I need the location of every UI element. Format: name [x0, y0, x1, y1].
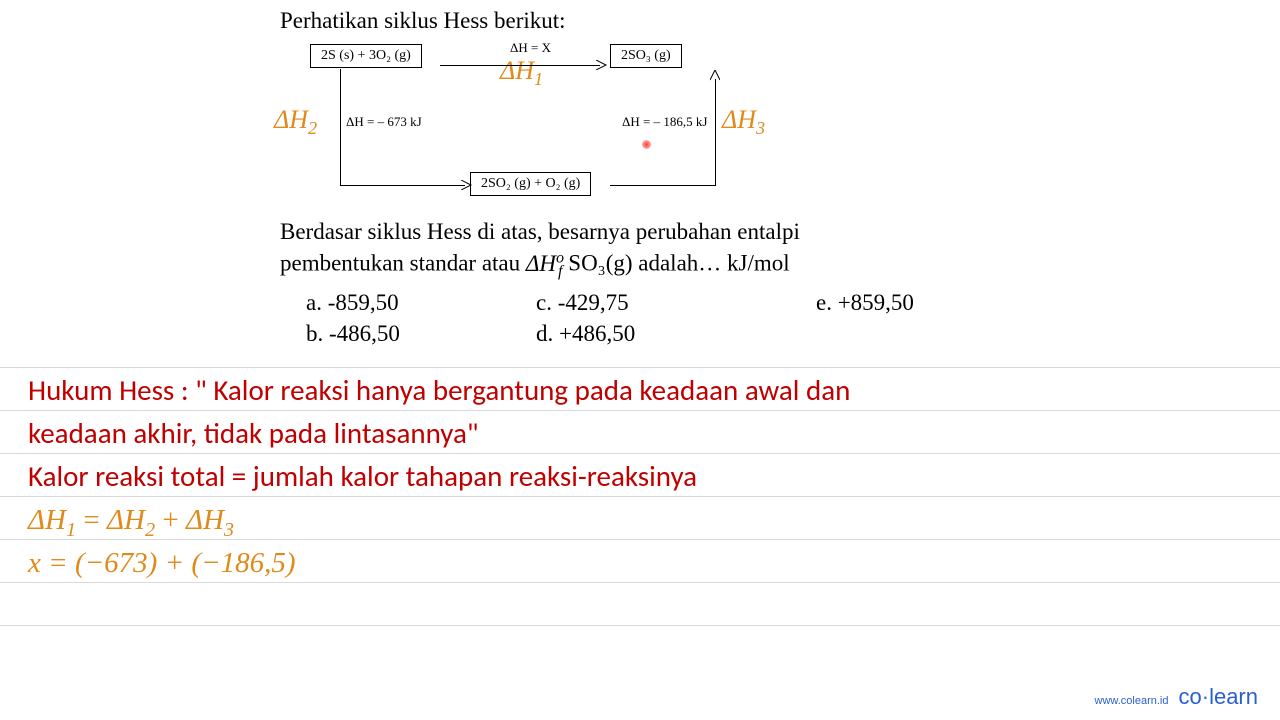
note-line-3: Kalor reaksi total = jumlah kalor tahapa… — [0, 453, 1280, 497]
hess-diagram: 2S (s) + 3O₂ (g) 2SO₃ (g) 2SO₂ (g) + O₂ … — [290, 40, 790, 210]
footer-url: www.colearn.id — [1095, 695, 1169, 707]
note-empty-1 — [0, 582, 1280, 626]
answer-options: a. -859,50 b. -486,50 c. -429,75 d. +486… — [306, 287, 1040, 349]
question-title: Perhatikan siklus Hess berikut: — [280, 8, 1040, 34]
question-block: Perhatikan siklus Hess berikut: 2S (s) +… — [280, 8, 1040, 349]
label-dh-right: ΔH = – 186,5 kJ — [622, 114, 707, 130]
arrow-right-head — [710, 70, 720, 82]
arrow-right-line — [715, 79, 716, 186]
footer-logo: co·learn — [1179, 684, 1259, 710]
option-c: c. -429,75 — [536, 287, 816, 318]
option-b: b. -486,50 — [306, 318, 536, 349]
arrow-bottom-right-line — [610, 185, 715, 186]
arrow-bottom-left-line — [340, 185, 465, 186]
option-e: e. +859,50 — [816, 287, 976, 318]
note-line-1: Hukum Hess : " Kalor reaksi hanya bergan… — [0, 367, 1280, 411]
note-eq-2: x = (−673) + (−186,5) — [0, 539, 1280, 583]
dh3-label: ΔH3 — [722, 105, 765, 139]
box-intermediate: 2SO₂ (g) + O₂ (g) — [470, 172, 591, 196]
notes-paper: Hukum Hess : " Kalor reaksi hanya bergan… — [0, 368, 1280, 669]
note-empty-2 — [0, 625, 1280, 669]
arrow-top-line — [440, 65, 600, 66]
red-pointer-icon — [642, 140, 651, 149]
arrow-bl-head — [461, 180, 473, 190]
note-line-2: keadaan akhir, tidak pada lintasannya" — [0, 410, 1280, 454]
box-reactants: 2S (s) + 3O₂ (g) — [310, 44, 422, 68]
dh2-label: ΔH2 — [274, 105, 317, 139]
option-a: a. -859,50 — [306, 287, 536, 318]
label-dh-top: ΔH = X — [510, 40, 551, 56]
note-eq-1: ΔH1 = ΔH2 + ΔH3 — [0, 496, 1280, 540]
footer: www.colearn.id co·learn — [1095, 684, 1258, 710]
label-dh-left: ΔH = – 673 kJ — [346, 114, 422, 130]
question-body: Berdasar siklus Hess di atas, besarnya p… — [280, 216, 1040, 283]
arrow-top-head — [596, 60, 608, 70]
option-d: d. +486,50 — [536, 318, 816, 349]
arrow-left-line — [340, 69, 341, 185]
dh1-label: ΔH1 — [500, 56, 543, 90]
box-product: 2SO₃ (g) — [610, 44, 682, 68]
